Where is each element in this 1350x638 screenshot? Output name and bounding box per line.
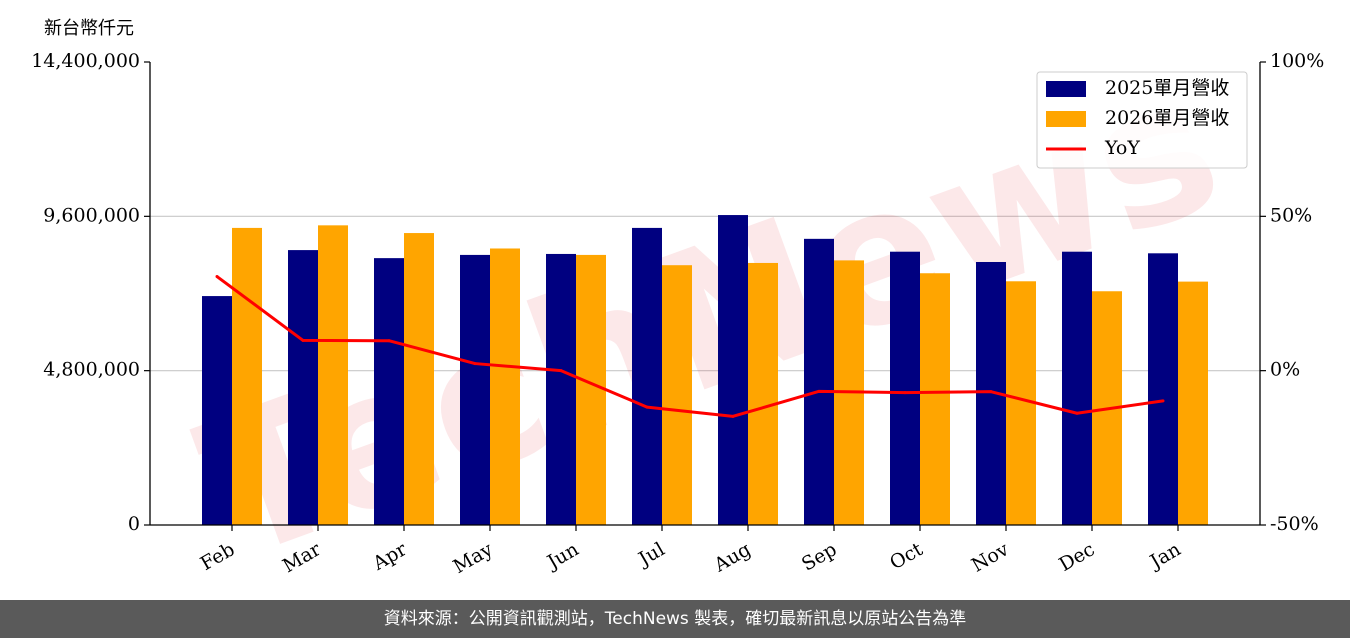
right-tick-label: 100% [1270, 50, 1324, 72]
bar-2026-mar [318, 225, 348, 525]
bar-2026-oct [920, 273, 950, 525]
x-tick-label-jan: Jan [1145, 538, 1185, 574]
legend-box [1036, 71, 1248, 169]
x-tick-label-dec: Dec [1055, 538, 1098, 576]
bar-2025-apr [374, 258, 404, 525]
left-tick-label: 9,600,000 [43, 204, 140, 226]
yoy-line-layer [215, 275, 1165, 418]
yoy-point-nov [989, 390, 993, 394]
axes: 0 4,800,000 9,600,000 14,400,000 -50% 0% 50% 10… [31, 50, 1324, 578]
legend-label: 2025單月營收 [1105, 77, 1229, 99]
bar-2025-aug [718, 215, 748, 525]
legend: 2025單月營收 2026單月營收 YoY [1036, 71, 1248, 169]
revenue-chart: TechNews 04,800,0009,600,00014,400,000-5… [31, 33, 1324, 600]
bars [202, 215, 1208, 526]
bar-2025-jun [546, 253, 576, 525]
bar-2026-jul [662, 265, 692, 525]
yoy-point-jun [559, 369, 563, 373]
left-tick-label: 4,800,000 [43, 359, 140, 381]
x-tick-label-aug: Aug [710, 538, 755, 577]
left-tick-label: 0 [128, 513, 140, 535]
bar-2025-sep [804, 238, 834, 525]
yoy-point-sep [817, 389, 821, 393]
left-tick-label: 14,400,000 [31, 50, 140, 72]
bar-2025-jan [1148, 253, 1178, 525]
yoy-point-feb [215, 275, 219, 279]
bar-2026-jun [576, 254, 606, 525]
yoy-point-apr [387, 339, 391, 343]
yoy-point-jul [645, 405, 649, 409]
y-axis-unit-label: 新台幣仟元 [44, 18, 134, 39]
yoy-point-aug [731, 414, 735, 418]
right-tick-label: -50% [1270, 513, 1319, 535]
source-footer: 資料來源：公開資訊觀測站，TechNews 製表，確切最新訊息以原站公告為準 [0, 600, 1350, 638]
legend-label: 2026單月營收 [1105, 107, 1229, 129]
bar-2025-oct [890, 251, 920, 525]
x-tick-label-sep: Sep [798, 538, 841, 575]
right-tick-label: 0% [1270, 359, 1300, 381]
bar-2026-feb [232, 227, 262, 526]
bar-2026-aug [748, 262, 778, 525]
yoy-point-dec [1075, 411, 1079, 415]
bar-2025-dec [1062, 251, 1092, 525]
x-tick-label-jul: Jul [633, 538, 668, 571]
bar-2025-feb [202, 296, 232, 525]
bar-2026-jan [1178, 281, 1208, 525]
right-tick-label: 50% [1270, 204, 1312, 226]
legend-swatch [1046, 111, 1086, 127]
legend-swatch [1046, 81, 1086, 97]
x-tick-label-nov: Nov [968, 538, 1013, 577]
bar-2025-mar [288, 250, 318, 525]
bar-2026-apr [404, 233, 434, 525]
bar-2026-may [490, 248, 520, 525]
yoy-line [216, 275, 1164, 418]
yoy-point-oct [903, 391, 907, 395]
yoy-point-jan [1161, 399, 1165, 403]
bar-2025-may [460, 254, 490, 525]
yoy-point-mar [301, 338, 305, 342]
x-tick-label-oct: Oct [886, 538, 927, 574]
legend-label: YoY [1104, 137, 1140, 159]
x-tick-label-jun: Jun [542, 538, 583, 574]
bar-2025-jul [632, 227, 662, 526]
x-tick-label-may: May [450, 538, 497, 578]
yoy-point-may [473, 362, 477, 366]
